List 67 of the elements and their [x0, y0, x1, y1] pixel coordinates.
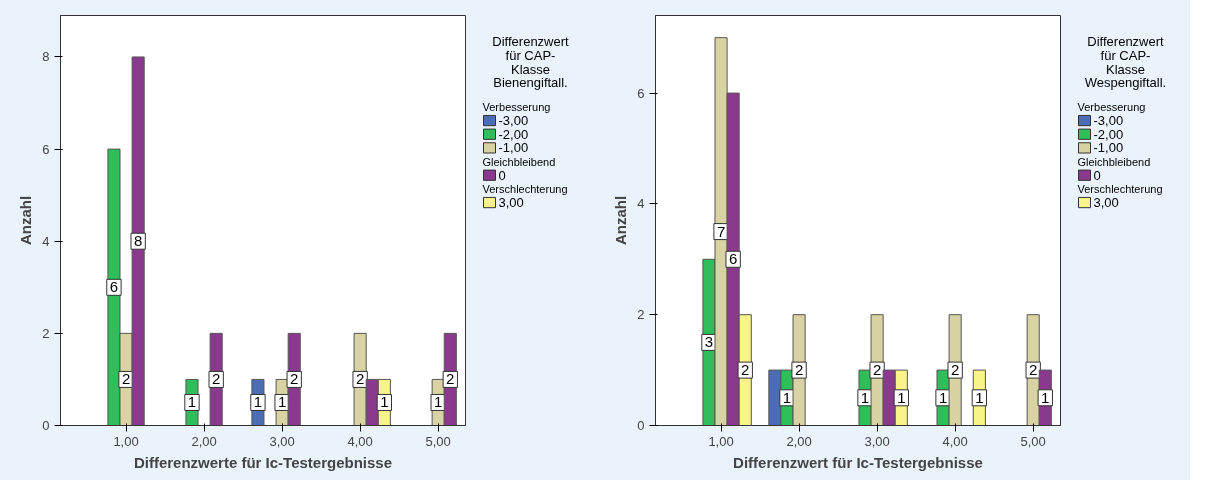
legend-label: 3,00 — [1093, 195, 1119, 211]
data-label: 1 — [187, 393, 197, 411]
x-tick-label: 3,00 — [269, 433, 295, 449]
data-label: 1 — [1041, 388, 1050, 406]
legend-title: Differenzwert für CAP- Klasse Wespengiftall. — [1084, 34, 1167, 91]
text: Verschlechterung — [1077, 182, 1163, 195]
text: Verbesserung — [1077, 100, 1146, 113]
data-label: 2 — [950, 361, 960, 379]
x-tick-label: 5,00 — [425, 433, 451, 449]
legend-label: -3,00 — [1093, 113, 1124, 129]
y-tick-label: 6 — [42, 141, 50, 157]
text: Verschlechterung — [482, 182, 568, 195]
y-tick-label: 2 — [637, 307, 645, 323]
x-tick-label: 4,00 — [347, 433, 373, 449]
text: Gleichbleibend — [482, 155, 556, 168]
data-label: 1 — [434, 393, 443, 411]
data-label: 1 — [897, 388, 906, 406]
data-label: 2 — [1029, 361, 1038, 379]
x-tick-label: 2,00 — [191, 433, 217, 449]
legend-label: -2,00 — [498, 126, 529, 142]
data-label: 6 — [728, 250, 738, 268]
legend-label: -2,00 — [1093, 126, 1124, 142]
x-tick-label: 4,00 — [942, 433, 968, 449]
y-tick-label: 0 — [637, 418, 645, 433]
y-axis-title: Anzahl — [612, 195, 630, 246]
data-label: 3 — [704, 333, 714, 351]
data-label: 1 — [277, 393, 287, 411]
text: Verbesserung — [482, 100, 551, 113]
data-label: 2 — [741, 361, 750, 379]
y-tick-label: 0 — [42, 418, 50, 433]
x-tick-label: 2,00 — [786, 433, 812, 449]
x-axis-title: Differenzwerte für Ic-Testergebnisse — [133, 453, 393, 471]
legend-label: 0 — [498, 167, 506, 183]
x-tick-label: 1,00 — [113, 433, 139, 449]
legend-label: -3,00 — [498, 113, 529, 129]
x-tick-label: 1,00 — [708, 433, 734, 449]
data-label: 2 — [794, 361, 804, 379]
data-label: 2 — [355, 370, 365, 388]
legend-label: 3,00 — [498, 195, 524, 211]
y-tick-label: 8 — [42, 49, 50, 65]
y-tick-label: 4 — [42, 233, 50, 249]
legend-title: Differenzwert für CAP- Klasse Bienengiftall. — [492, 34, 570, 91]
data-label: 2 — [290, 370, 299, 388]
data-label: 2 — [872, 361, 882, 379]
data-label: 1 — [380, 393, 389, 411]
data-label: 1 — [860, 388, 870, 406]
x-axis-title: Differenzwert für Ic-Testergebnisse — [733, 453, 983, 471]
y-tick-label: 2 — [42, 325, 50, 341]
legend-label: 0 — [1093, 167, 1101, 183]
y-axis-title: Anzahl — [17, 195, 35, 246]
y-tick-label: 6 — [637, 85, 645, 101]
data-label: 6 — [109, 278, 119, 296]
data-label: 1 — [253, 393, 263, 411]
data-label: 1 — [975, 388, 984, 406]
x-tick-label: 3,00 — [864, 433, 890, 449]
legend-label: -1,00 — [498, 140, 529, 156]
x-tick-label: 5,00 — [1020, 433, 1046, 449]
data-label: 8 — [133, 232, 143, 250]
data-label: 2 — [121, 370, 131, 388]
data-label: 2 — [446, 370, 455, 388]
data-label: 7 — [716, 222, 726, 240]
data-label: 2 — [212, 370, 221, 388]
data-label: 1 — [782, 388, 792, 406]
data-label: 1 — [938, 388, 948, 406]
text: Gleichbleibend — [1077, 155, 1151, 168]
legend-label: -1,00 — [1093, 140, 1124, 156]
y-tick-label: 4 — [637, 196, 645, 212]
